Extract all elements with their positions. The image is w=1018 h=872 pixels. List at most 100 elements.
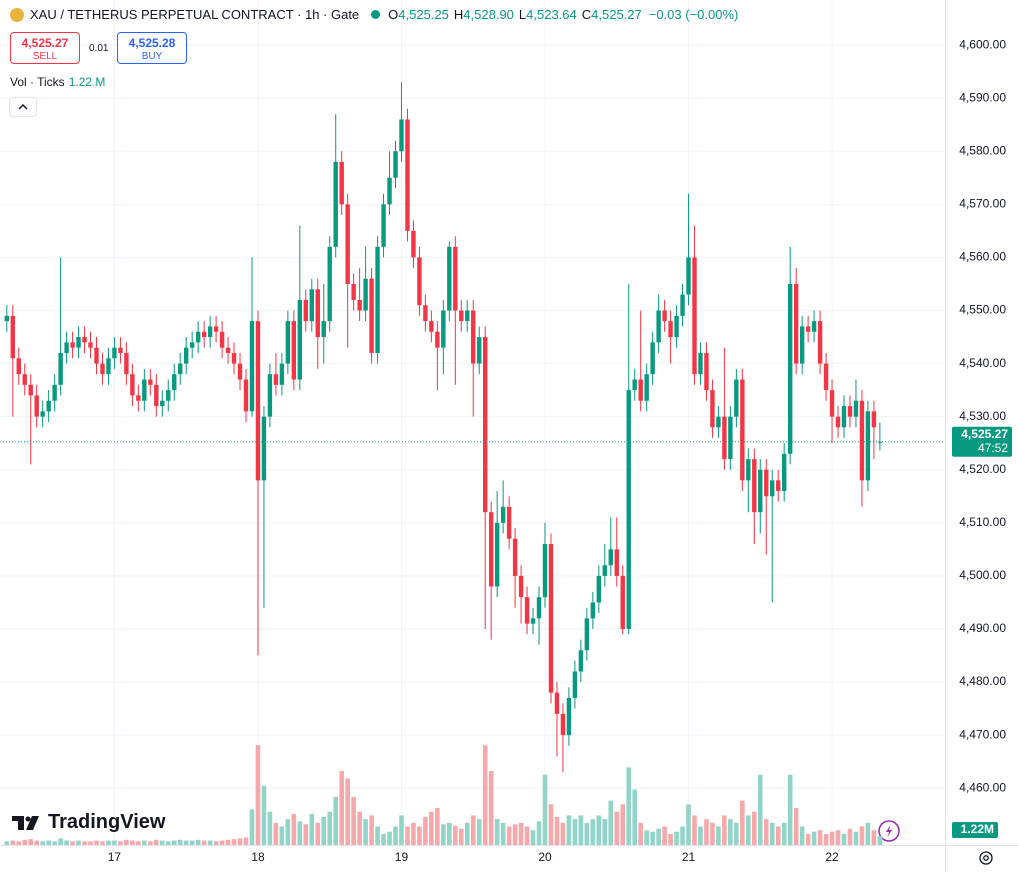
collapse-button[interactable] [9, 97, 37, 117]
volume-bar [381, 833, 386, 845]
candle-body [58, 352, 63, 385]
candle-body [859, 400, 865, 481]
spread: 0.01 [89, 43, 109, 54]
volume-bar [303, 824, 309, 845]
x-tick-label: 19 [395, 850, 409, 864]
volume-bar [195, 839, 201, 845]
volume-bars [4, 745, 883, 845]
volume-bar [213, 841, 219, 845]
candle-body [853, 400, 859, 417]
candle-body [477, 337, 482, 364]
candle-body [704, 352, 709, 391]
volume-label-box [952, 822, 998, 838]
volume-bar [399, 815, 404, 845]
candle-body [201, 331, 207, 338]
candle-body [662, 310, 667, 322]
volume-bar [46, 840, 51, 845]
volume-bar [578, 815, 584, 845]
x-tick-label: 20 [538, 850, 552, 864]
x-tick-label: 18 [251, 850, 265, 864]
candle-body [381, 204, 386, 247]
candle-body [608, 549, 613, 566]
volume-bar [763, 819, 769, 845]
candle-body [506, 506, 512, 539]
y-tick-label: 4,590.00 [959, 90, 1006, 104]
candle-body [817, 321, 823, 364]
candle-body [692, 257, 697, 375]
candle-body [345, 204, 350, 284]
candle-body [333, 161, 338, 247]
volume-bar [458, 828, 464, 845]
volume-bar [746, 815, 751, 845]
ohlc-label: L [518, 7, 527, 22]
y-tick-label: 4,470.00 [959, 727, 1006, 741]
y-tick-label: 4,480.00 [959, 674, 1006, 688]
volume-bar [94, 840, 99, 845]
ohlc-value: 4,528.90 [463, 7, 514, 22]
buy-button[interactable]: 4,525.28 BUY [117, 32, 187, 64]
candle-body [70, 342, 75, 348]
candle-body [46, 400, 51, 412]
candle-body [88, 342, 93, 348]
volume-bar [333, 796, 338, 845]
ohlc-label: O [388, 7, 399, 22]
y-tick-label: 4,460.00 [959, 780, 1006, 794]
y-tick-label: 4,520.00 [959, 462, 1006, 476]
volume-bar [620, 804, 626, 845]
candle-body [136, 395, 141, 401]
volume-bar [668, 833, 673, 845]
volume-bar [10, 840, 16, 845]
candle-body [351, 283, 356, 300]
logo[interactable]: TradingView [12, 811, 165, 834]
settings-icon[interactable] [979, 851, 993, 865]
sell-button[interactable]: 4,525.27 SELL [10, 32, 80, 64]
volume-bar [130, 840, 135, 845]
candle-body [524, 597, 530, 624]
volume-bar [542, 774, 548, 845]
volume-bar [680, 826, 685, 845]
volume-bar [787, 774, 793, 845]
indicator-legend[interactable]: Vol · Ticks 1.22 M [10, 75, 105, 89]
lightning-icon[interactable] [878, 820, 900, 842]
candle-body [189, 342, 195, 348]
volume-bar [165, 841, 171, 845]
volume-bar [482, 745, 488, 845]
candle-body [184, 347, 189, 364]
y-tick-label: 4,490.00 [959, 621, 1006, 635]
candle-body [297, 299, 303, 380]
candle-body [411, 230, 416, 258]
symbol[interactable]: XAU / TETHERUS PERPETUAL CONTRACT · 1h ·… [30, 7, 360, 22]
volume-bar [560, 822, 566, 845]
volume-bar [52, 841, 57, 845]
candle-body [471, 310, 476, 364]
volume-bar [261, 785, 267, 845]
candle-body [596, 575, 602, 603]
volume-bar [494, 819, 500, 845]
ohlc-value: 4,525.27 [591, 7, 642, 22]
volume-bar [22, 839, 28, 845]
volume-bar [207, 840, 213, 845]
volume-bar [757, 774, 763, 845]
volume-bar [877, 835, 883, 845]
volume-bar [34, 840, 39, 845]
candle-body [620, 575, 625, 629]
x-tick-label: 17 [108, 850, 122, 864]
volume-bar [638, 822, 643, 845]
candle-body [28, 384, 33, 396]
candle-body [811, 321, 817, 332]
volume-bar [530, 830, 536, 845]
candle-body [267, 374, 273, 417]
volume-bar [291, 813, 297, 845]
volume-bar [154, 839, 159, 845]
y-tick-label: 4,600.00 [959, 37, 1006, 51]
candle-body [315, 289, 320, 338]
candle-body [770, 480, 775, 497]
change: −0.03 (−0.00%) [648, 7, 739, 22]
volume-bar [189, 840, 195, 845]
volume-bar [357, 811, 362, 845]
candle-body [841, 406, 847, 428]
logo-icon [12, 815, 39, 830]
volume-bar [512, 824, 518, 845]
candle-body [465, 310, 470, 322]
